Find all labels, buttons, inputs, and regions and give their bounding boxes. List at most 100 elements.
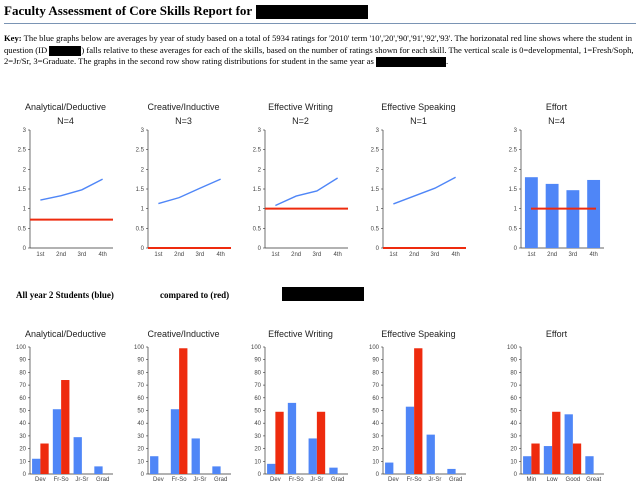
- average-bar: [524, 177, 538, 248]
- y-tick-label: 3: [376, 128, 380, 134]
- y-tick-label: 3: [514, 128, 518, 134]
- y-tick-label: 0: [23, 472, 27, 478]
- y-tick-label: 0.5: [253, 226, 262, 232]
- x-tick-label: Grad: [96, 477, 109, 483]
- y-tick-label: 1: [376, 207, 380, 213]
- average-bar: [545, 183, 559, 248]
- group-bar: [543, 446, 553, 474]
- x-tick-label: Grad: [331, 477, 344, 483]
- y-tick-label: 2: [23, 167, 27, 173]
- x-tick-label: Fr-So: [289, 477, 305, 483]
- row2-left-label: All year 2 Students (blue): [16, 290, 114, 300]
- y-tick-label: 40: [19, 421, 26, 427]
- y-tick-label: 20: [254, 447, 261, 453]
- y-tick-label: 60: [372, 396, 379, 402]
- y-tick-label: 1: [141, 207, 145, 213]
- y-tick-label: 20: [510, 447, 517, 453]
- chart-6: Analytical/Deductive 0 10 20 30 40 50 60 70 80 90 1…: [16, 329, 113, 483]
- y-tick-label: 1.5: [253, 187, 262, 193]
- y-tick-label: 100: [16, 345, 27, 351]
- x-tick-label: 4th: [216, 252, 224, 258]
- x-tick-label: 2nd: [56, 252, 66, 258]
- y-tick-label: 70: [137, 383, 144, 389]
- chart-title: Analytical/Deductive: [25, 102, 106, 112]
- y-tick-label: 80: [372, 370, 379, 376]
- y-tick-label: 100: [134, 345, 145, 351]
- chart-10: Effort 0 10 20 30 40 50 60 70 80 90 100 Min Low Good Gr…: [507, 329, 604, 483]
- redacted-student-name-key: [375, 57, 446, 68]
- y-tick-label: 1: [258, 207, 262, 213]
- chart-9: Effective Speaking 0 10 20 30 40 50 60 70 80 90 100…: [369, 329, 466, 483]
- x-tick-label: Fr-So: [54, 477, 70, 483]
- group-bar: [447, 468, 456, 474]
- x-tick-label: 3rd: [431, 252, 440, 258]
- y-tick-label: 2.5: [509, 148, 518, 154]
- group-bar: [52, 409, 62, 474]
- y-tick-label: 10: [510, 459, 517, 465]
- title-divider: [4, 23, 636, 24]
- y-tick-label: 60: [510, 396, 517, 402]
- chart-7: Creative/Inductive 0 10 20 30 40 50 60 70 80 90 100…: [134, 329, 231, 483]
- y-tick-label: 0: [258, 472, 262, 478]
- y-tick-label: 80: [254, 370, 261, 376]
- x-tick-label: 2nd: [547, 252, 557, 258]
- y-tick-label: 40: [510, 421, 517, 427]
- report-title: Faculty Assessment of Core Skills Report…: [4, 3, 369, 20]
- group-bar: [385, 462, 394, 474]
- x-tick-label: 4th: [333, 252, 341, 258]
- y-tick-label: 40: [254, 421, 261, 427]
- y-tick-label: 70: [372, 383, 379, 389]
- y-tick-label: 90: [510, 358, 517, 364]
- student-bar: [40, 443, 49, 474]
- y-tick-label: 2.5: [253, 148, 262, 154]
- y-tick-label: 10: [137, 459, 144, 465]
- key-label: Key:: [4, 33, 22, 43]
- y-tick-label: 30: [254, 434, 261, 440]
- x-tick-label: 1st: [154, 252, 162, 258]
- x-tick-label: Jr-Sr: [75, 477, 88, 483]
- y-tick-label: 0.5: [136, 226, 145, 232]
- y-tick-label: 20: [19, 447, 26, 453]
- chart-n-label: N=3: [175, 116, 192, 126]
- y-tick-label: 2.5: [136, 148, 145, 154]
- y-tick-label: 90: [137, 358, 144, 364]
- x-tick-label: 2nd: [409, 252, 419, 258]
- y-tick-label: 1.5: [371, 187, 380, 193]
- y-tick-label: 20: [372, 447, 379, 453]
- x-tick-label: Low: [547, 477, 559, 483]
- chart-n-label: N=4: [548, 116, 565, 126]
- y-tick-label: 50: [510, 409, 517, 415]
- x-tick-label: Grad: [214, 477, 227, 483]
- y-tick-label: 90: [19, 358, 26, 364]
- y-tick-label: 2: [141, 167, 145, 173]
- x-tick-label: 4th: [98, 252, 106, 258]
- x-tick-label: Jr-Sr: [310, 477, 323, 483]
- group-bar: [150, 456, 159, 474]
- x-tick-label: Good: [566, 477, 581, 483]
- y-tick-label: 70: [510, 383, 517, 389]
- group-bar: [426, 434, 435, 474]
- chart-1: Analytical/Deductive N=4 0 0.5 1 1.5 2 2.5 3 1st 2…: [18, 102, 113, 258]
- y-tick-label: 0: [141, 246, 145, 252]
- y-tick-label: 2: [514, 167, 518, 173]
- y-tick-label: 1.5: [18, 187, 27, 193]
- chart-title: Analytical/Deductive: [25, 329, 106, 339]
- average-bar: [587, 179, 601, 248]
- y-tick-label: 0: [376, 246, 380, 252]
- y-tick-label: 2.5: [371, 148, 380, 154]
- x-tick-label: 1st: [271, 252, 279, 258]
- y-tick-label: 2.5: [18, 148, 27, 154]
- group-bar: [32, 458, 41, 474]
- x-tick-label: 3rd: [569, 252, 578, 258]
- x-tick-label: Dev: [270, 477, 281, 483]
- y-tick-label: 0: [141, 472, 145, 478]
- chart-title: Effective Writing: [268, 329, 333, 339]
- group-bar: [267, 463, 276, 474]
- y-tick-label: 0: [514, 246, 518, 252]
- student-bar: [572, 443, 582, 474]
- chart-title: Effective Speaking: [381, 102, 455, 112]
- average-line: [275, 177, 338, 207]
- chart-2: Creative/Inductive N=3 0 0.5 1 1.5 2 2.5 3 1st 2nd…: [136, 102, 231, 258]
- y-tick-label: 0.5: [18, 226, 27, 232]
